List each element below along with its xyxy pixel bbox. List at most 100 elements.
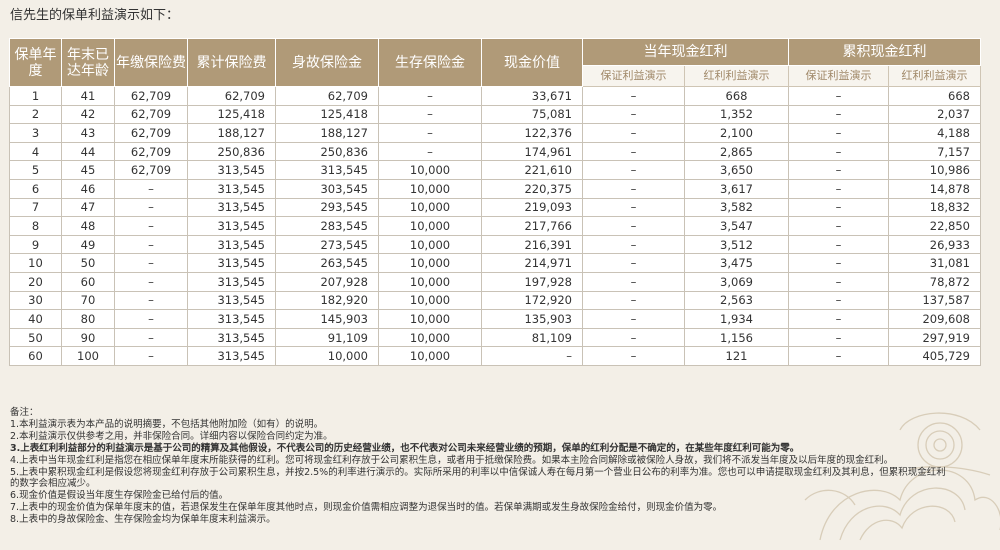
header-cumulative-dividend: 累积现金红利 [788, 38, 981, 66]
cell-survival-benefit: 10,000 [378, 178, 482, 199]
cell-current-guaranteed: – [582, 216, 685, 236]
cell-cumulative-dividend: 668 [888, 86, 981, 106]
header-age: 年末已达年龄 [61, 38, 115, 87]
note-line: 2.本利益演示仅供参考之用，并非保险合同。详细内容以保险合同约定为准。 [10, 431, 975, 443]
cell-survival-benefit: 10,000 [378, 346, 482, 366]
cell-current-dividend: 2,100 [684, 123, 789, 143]
cell-annual-premium: 62,709 [114, 86, 188, 106]
table-row: 1 41 62,709 62,709 62,709–33,671–668–668 [9, 86, 981, 106]
cell-age: 48 [61, 216, 115, 236]
table-row: 30 70–313,545 182,920 10,000 172,920–2,563–1… [9, 290, 981, 311]
cell-annual-premium: – [114, 327, 188, 348]
cell-cumulative-premium: 313,545 [187, 327, 276, 348]
cell-death-benefit: 10,000 [275, 346, 379, 366]
table-row: 2 42 62,709 125,418 125,418–75,081–1,352–2,0… [9, 104, 981, 125]
cell-cumulative-dividend: 14,878 [888, 178, 981, 199]
cell-cash-value: 75,081 [481, 104, 583, 125]
cell-current-dividend: 3,582 [684, 197, 789, 218]
cell-survival-benefit: 10,000 [378, 253, 482, 273]
cell-current-dividend: 668 [684, 86, 789, 106]
cell-cumulative-premium: 313,545 [187, 271, 276, 292]
subheader-cumulative-guaranteed: 保证利益演示 [788, 65, 889, 87]
notes-title: 备注： [10, 407, 39, 418]
subheader-cumulative-dividend-demo: 红利利益演示 [888, 65, 981, 87]
header-current-dividend: 当年现金红利 [582, 38, 789, 66]
cell-cash-value: 217,766 [481, 216, 583, 236]
note-text: 1.本利益演示表为本产品的说明摘要，不包括其他附加险（如有）的说明。 [10, 418, 324, 430]
cell-cumulative-guaranteed: – [788, 271, 889, 292]
note-line: 的数字会相应减少。 [10, 478, 975, 490]
cell-year: 60 [9, 346, 62, 366]
note-text: 4.上表中当年现金红利是指您在相应保单年度末所能获得的红利。您可将现金红利存放于… [10, 454, 894, 466]
cell-year: 10 [9, 253, 62, 273]
cell-annual-premium: 62,709 [114, 160, 188, 180]
cell-survival-benefit: 10,000 [378, 216, 482, 236]
note-text: 2.本利益演示仅供参考之用，并非保险合同。详细内容以保险合同约定为准。 [10, 430, 333, 442]
cell-cumulative-guaranteed: – [788, 253, 889, 273]
cell-cash-value: 174,961 [481, 141, 583, 162]
cell-survival-benefit: 10,000 [378, 160, 482, 180]
cell-age: 70 [61, 290, 115, 311]
cell-current-guaranteed: – [582, 86, 685, 106]
cell-cash-value: 221,610 [481, 160, 583, 180]
cell-survival-benefit: 10,000 [378, 290, 482, 311]
cell-survival-benefit: 10,000 [378, 271, 482, 292]
cell-cash-value: – [481, 346, 583, 366]
cell-cash-value: 172,920 [481, 290, 583, 311]
cell-annual-premium: 62,709 [114, 104, 188, 125]
note-line: 7.上表中的现金价值为保单年度末的值，若退保发生在保单年度其他时点，则现金价值需… [10, 502, 975, 514]
cell-current-guaranteed: – [582, 327, 685, 348]
header-survival-benefit: 生存保险金 [378, 38, 482, 87]
cell-year: 9 [9, 234, 62, 255]
note-text: 5.上表中累积现金红利是假设您将现金红利存放于公司累积生息，并按2.5%的利率进… [10, 466, 946, 478]
cell-current-dividend: 3,069 [684, 271, 789, 292]
cell-cumulative-guaranteed: – [788, 309, 889, 329]
cell-current-guaranteed: – [582, 271, 685, 292]
cell-current-dividend: 3,547 [684, 216, 789, 236]
note-text: 8.上表中的身故保险金、生存保险金均为保单年度末利益演示。 [10, 514, 276, 526]
cell-annual-premium: – [114, 271, 188, 292]
cloud-pattern-decoration [804, 412, 1000, 541]
cell-cumulative-premium: 313,545 [187, 160, 276, 180]
notes-section: 备注： 1.本利益演示表为本产品的说明摘要，不包括其他附加险（如有）的说明。 2.… [10, 407, 975, 526]
cell-year: 5 [9, 160, 62, 180]
cell-age: 45 [61, 160, 115, 180]
table-row: 6 46–313,545 303,545 10,000 220,375–3,617–14… [9, 178, 981, 199]
cell-current-dividend: 3,475 [684, 253, 789, 273]
cell-year: 1 [9, 86, 62, 106]
cell-cumulative-dividend: 10,986 [888, 160, 981, 180]
cell-death-benefit: 207,928 [275, 271, 379, 292]
cell-survival-benefit: 10,000 [378, 234, 482, 255]
cell-death-benefit: 283,545 [275, 216, 379, 236]
cell-cumulative-premium: 313,545 [187, 234, 276, 255]
cell-year: 7 [9, 197, 62, 218]
cell-death-benefit: 263,545 [275, 253, 379, 273]
cell-survival-benefit: 10,000 [378, 309, 482, 329]
cell-cumulative-dividend: 209,608 [888, 309, 981, 329]
cell-cumulative-guaranteed: – [788, 216, 889, 236]
cell-annual-premium: – [114, 216, 188, 236]
cell-annual-premium: – [114, 197, 188, 218]
cell-cumulative-dividend: 22,850 [888, 216, 981, 236]
cell-cash-value: 219,093 [481, 197, 583, 218]
cell-age: 60 [61, 271, 115, 292]
table-row: 4 44 62,709 250,836 250,836–174,961–2,865–7,… [9, 141, 981, 162]
cell-annual-premium: – [114, 346, 188, 366]
cell-cash-value: 122,376 [481, 123, 583, 143]
table-body: 1 41 62,709 62,709 62,709–33,671–668–668 2 42 6… [9, 86, 981, 366]
note-line: 1.本利益演示表为本产品的说明摘要，不包括其他附加险（如有）的说明。 [10, 419, 975, 431]
cell-cumulative-premium: 250,836 [187, 141, 276, 162]
cell-current-guaranteed: – [582, 141, 685, 162]
cell-cumulative-premium: 313,545 [187, 290, 276, 311]
subheader-current-dividend-demo: 红利利益演示 [684, 65, 789, 87]
cell-cumulative-premium: 313,545 [187, 178, 276, 199]
cell-age: 80 [61, 309, 115, 329]
cell-current-dividend: 1,934 [684, 309, 789, 329]
cell-current-guaranteed: – [582, 104, 685, 125]
cell-current-dividend: 3,650 [684, 160, 789, 180]
cell-cash-value: 33,671 [481, 86, 583, 106]
cell-annual-premium: – [114, 253, 188, 273]
cell-cumulative-guaranteed: – [788, 234, 889, 255]
cell-death-benefit: 145,903 [275, 309, 379, 329]
cell-current-dividend: 121 [684, 346, 789, 366]
